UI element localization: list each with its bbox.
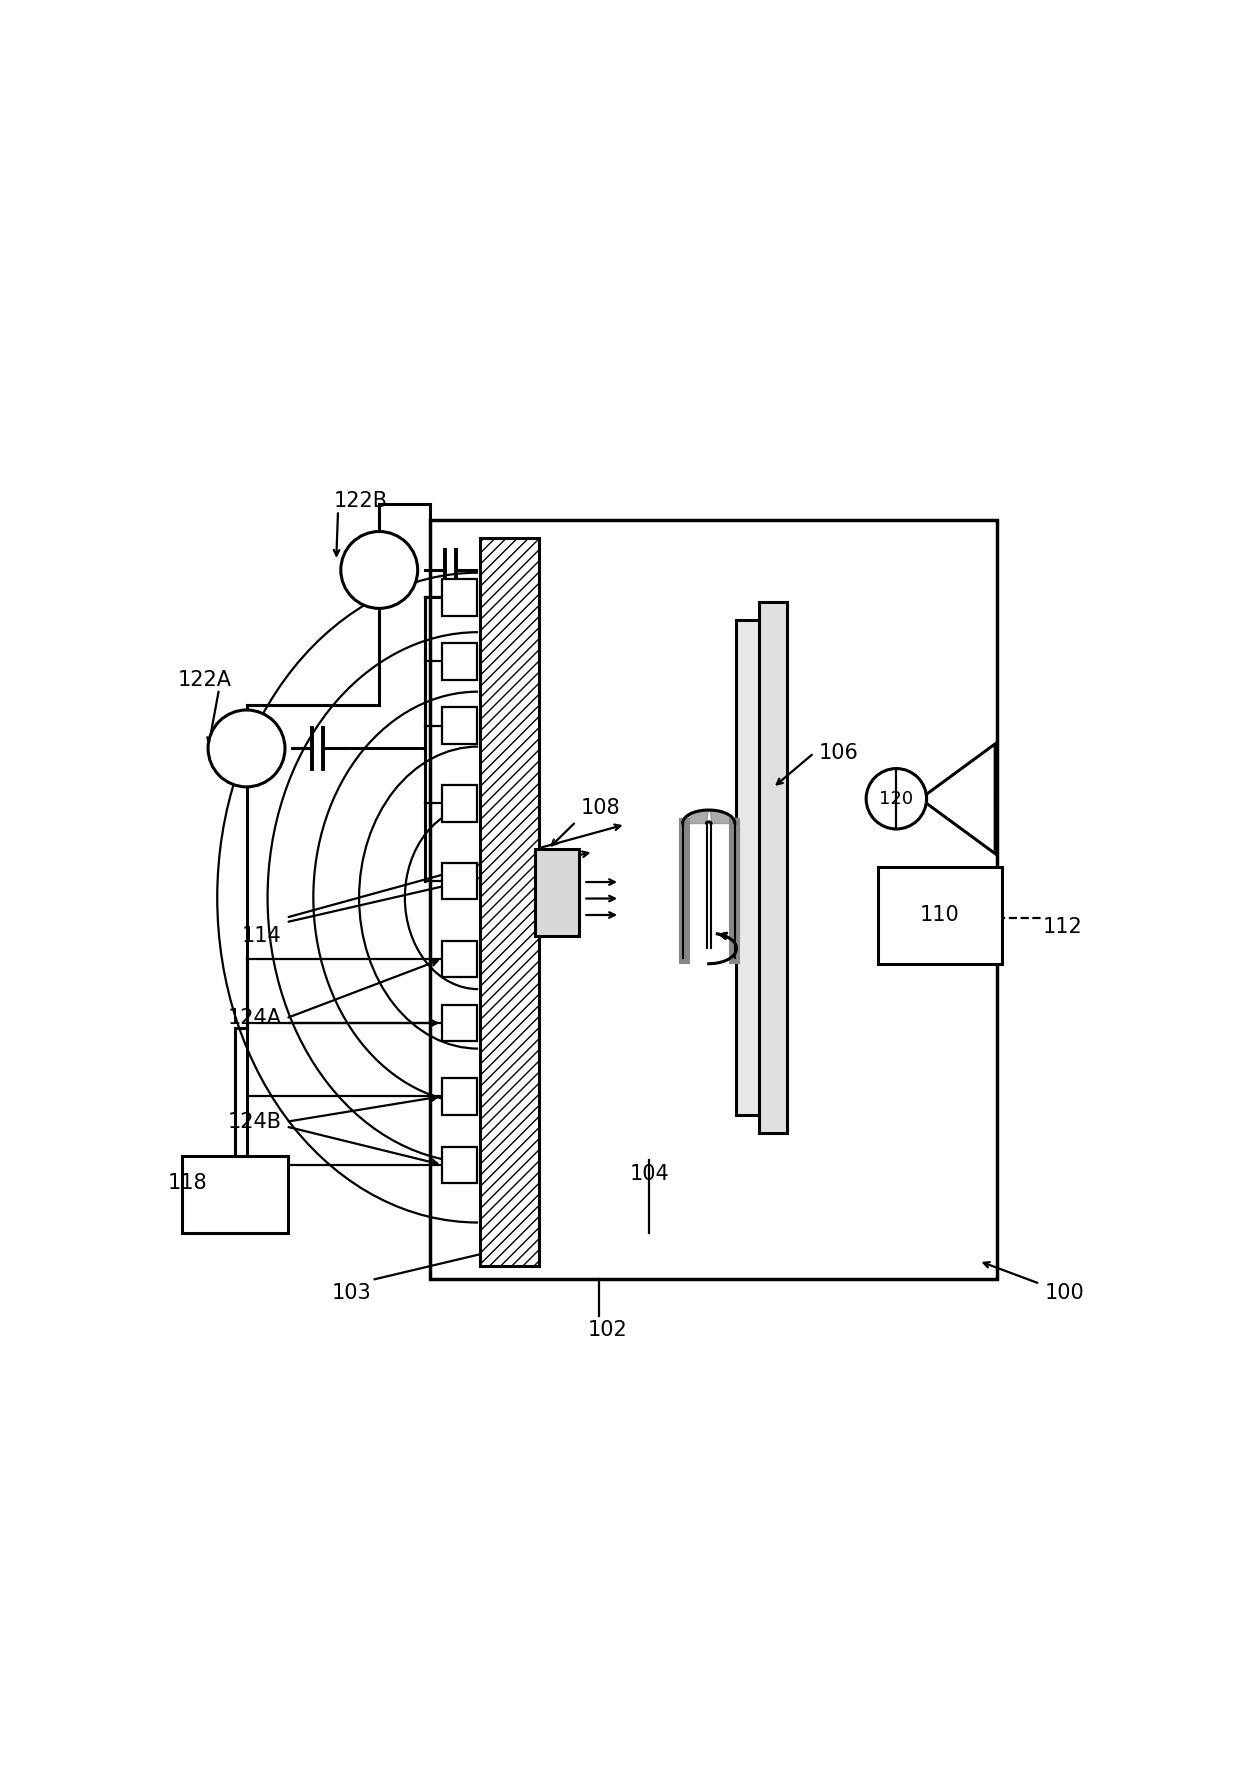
Text: 124B: 124B xyxy=(227,1111,281,1132)
Polygon shape xyxy=(926,744,996,854)
Bar xyxy=(443,1077,477,1115)
Text: 122B: 122B xyxy=(334,491,387,512)
Circle shape xyxy=(341,532,418,608)
Bar xyxy=(443,785,477,822)
Bar xyxy=(429,519,997,1279)
Bar xyxy=(443,1005,477,1042)
Text: 112: 112 xyxy=(1043,916,1083,937)
Text: 102: 102 xyxy=(588,1320,627,1340)
Bar xyxy=(759,602,786,1132)
Text: 106: 106 xyxy=(818,742,858,764)
Bar xyxy=(737,620,761,1115)
Text: 124A: 124A xyxy=(227,1008,281,1028)
Text: 120: 120 xyxy=(879,790,914,808)
Text: 103: 103 xyxy=(332,1283,372,1302)
Bar xyxy=(443,941,477,976)
Bar xyxy=(443,707,477,744)
Text: 104: 104 xyxy=(630,1164,670,1184)
Text: 114: 114 xyxy=(242,927,281,946)
Circle shape xyxy=(208,711,285,787)
Text: 122A: 122A xyxy=(177,670,232,689)
Text: 118: 118 xyxy=(167,1173,207,1193)
Bar xyxy=(443,579,477,615)
Text: 110: 110 xyxy=(920,905,960,925)
Text: 100: 100 xyxy=(1044,1283,1084,1302)
Bar xyxy=(534,849,579,936)
Bar xyxy=(443,643,477,680)
Bar xyxy=(878,868,1002,964)
Bar xyxy=(182,1155,288,1233)
Text: 108: 108 xyxy=(580,797,620,819)
Bar xyxy=(480,539,539,1265)
Bar xyxy=(443,1146,477,1184)
Bar xyxy=(443,863,477,900)
Circle shape xyxy=(866,769,926,829)
